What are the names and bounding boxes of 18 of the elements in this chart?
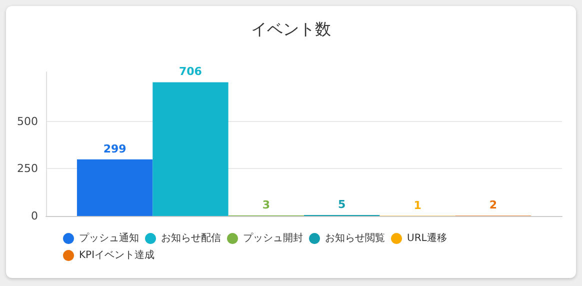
bar (152, 82, 228, 216)
legend-label: お知らせ配信 (161, 232, 221, 244)
bar (76, 159, 153, 216)
legend-label: プッシュ開封 (243, 232, 303, 244)
legend-label: KPIイベント達成 (79, 249, 155, 261)
y-tick-label: 250 (17, 162, 38, 176)
data-label: 299 (103, 142, 126, 156)
data-label: 2 (489, 198, 498, 212)
data-label: 706 (178, 65, 202, 78)
data-label: 5 (338, 198, 346, 212)
legend-label: プッシュ通知 (79, 232, 139, 244)
legend-label: URL遷移 (407, 232, 447, 244)
y-tick-label: 500 (17, 114, 38, 128)
data-label: 1 (414, 198, 422, 212)
y-tick-label: 0 (31, 210, 38, 222)
chart-title: イベント数 (251, 20, 331, 38)
legend-label: お知らせ閲覧 (325, 232, 385, 244)
data-label: 3 (262, 198, 270, 212)
